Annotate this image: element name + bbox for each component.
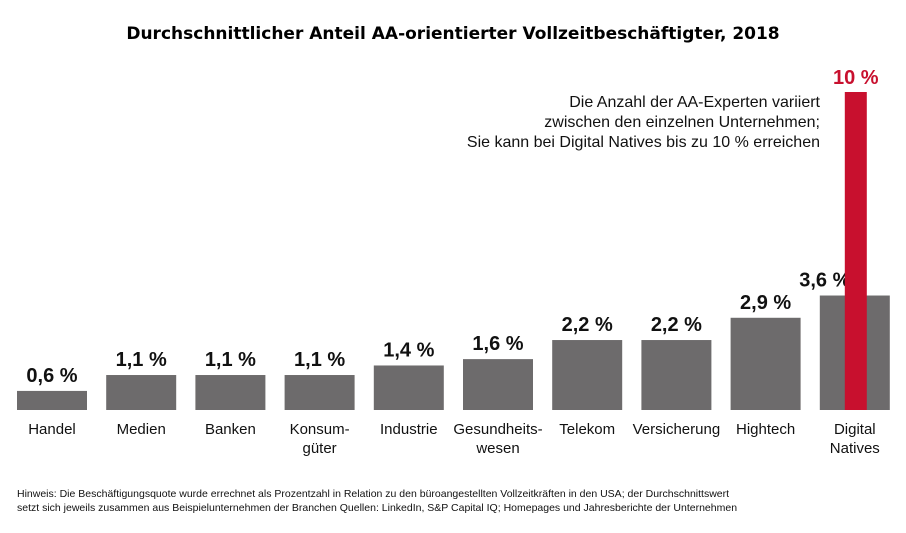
bar: [373, 365, 444, 410]
bar: [195, 375, 266, 410]
category-label: Banken: [205, 421, 256, 438]
highlight-value-label: 10 %: [833, 67, 879, 89]
category-label: Hightech: [736, 421, 795, 438]
bar: [463, 359, 533, 410]
bar: [641, 340, 712, 410]
bar: [17, 390, 87, 410]
value-label: 2,2 %: [651, 314, 702, 336]
bar: [284, 375, 355, 410]
category-label: Telekom: [559, 421, 615, 438]
value-label: 1,1 %: [116, 349, 167, 371]
category-label: güter: [302, 440, 336, 457]
value-label: 1,1 %: [205, 349, 256, 371]
footnote-line-2: setzt sich jeweils zusammen aus Beispiel…: [17, 502, 737, 514]
annotation-line-1: Die Anzahl der AA-Experten variiert: [569, 94, 820, 111]
value-label: 1,4 %: [383, 339, 434, 361]
category-label: Industrie: [380, 421, 438, 438]
footnote-line-1: Hinweis: Die Beschäftigungsquote wurde e…: [17, 488, 729, 500]
category-label: Natives: [830, 440, 880, 457]
category-label: wesen: [475, 440, 519, 457]
annotation-line-3: Sie kann bei Digital Natives bis zu 10 %…: [467, 134, 820, 151]
category-label: Gesundheits-: [453, 421, 542, 438]
category-label: Versicherung: [633, 421, 721, 438]
category-label: Medien: [117, 421, 166, 438]
bar: [552, 340, 623, 410]
category-label: Digital: [834, 421, 876, 438]
value-label: 0,6 %: [26, 365, 77, 387]
category-label: Handel: [28, 421, 76, 438]
value-label: 3,6 %: [799, 270, 850, 292]
chart-title: Durchschnittlicher Anteil AA-orientierte…: [126, 24, 779, 44]
value-label: 2,9 %: [740, 292, 791, 314]
value-label: 2,2 %: [562, 314, 613, 336]
category-label: Konsum-: [290, 421, 350, 438]
value-label: 1,1 %: [294, 349, 345, 371]
highlight-bar: [844, 92, 867, 410]
bar: [730, 317, 801, 410]
value-label: 1,6 %: [472, 333, 523, 355]
bar: [106, 375, 177, 410]
annotation-line-2: zwischen den einzelnen Unternehmen;: [544, 114, 820, 131]
